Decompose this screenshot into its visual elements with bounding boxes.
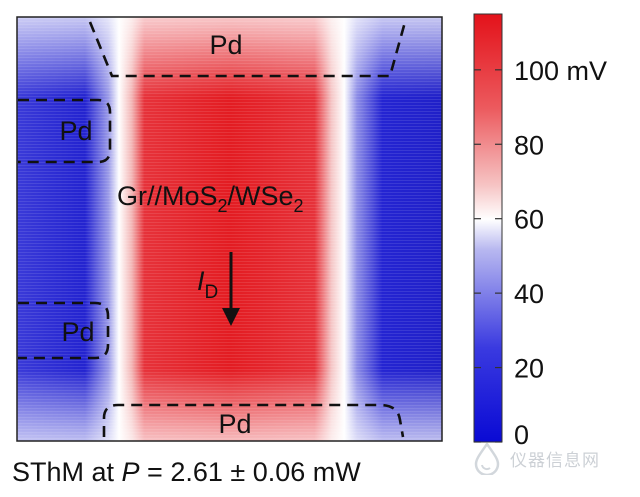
heatmap-scan-lines — [17, 17, 442, 441]
colorbar-tick-label-3: 40 — [514, 279, 544, 309]
heatmap-frame — [16, 16, 443, 442]
figure-caption: SThM at P = 2.61 ± 0.06 mW — [12, 452, 472, 492]
colorbar-gradient — [473, 13, 503, 443]
caption-prefix: SThM at — [12, 457, 122, 487]
outline-pd-top — [88, 21, 407, 78]
current-arrow-icon — [222, 252, 240, 326]
watermark: 仪器信息网 — [470, 438, 630, 478]
label-pd-left-lower: Pd — [61, 317, 94, 347]
label-pd-left-upper: Pd — [59, 116, 92, 146]
label-stack-mid: /WSe — [228, 181, 294, 211]
label-pd-top: Pd — [209, 30, 242, 60]
colorbar-tick-label-0: 100 mV — [514, 56, 607, 86]
colorbar-ticks: 100 mV 80 60 40 20 0 — [474, 56, 607, 450]
label-stack-sub1: 2 — [218, 196, 228, 216]
colorbar-tick-label-2: 60 — [514, 205, 544, 235]
electrode-outlines — [18, 21, 407, 438]
outline-pd-bottom — [102, 403, 405, 438]
drop-logo-icon — [474, 441, 500, 475]
label-heterostructure: Gr//MoS2/WSe2 — [117, 181, 304, 216]
watermark-text: 仪器信息网 — [510, 450, 600, 471]
colorbar-tick-label-1: 80 — [514, 130, 544, 160]
heatmap — [17, 17, 442, 441]
label-stack-sub2: 2 — [294, 196, 304, 216]
colorbar: 100 mV 80 60 40 20 0 — [473, 13, 607, 450]
label-stack-gr: Gr//MoS — [117, 181, 218, 211]
outline-pd-left-lower — [18, 301, 110, 360]
label-current: ID — [197, 266, 218, 303]
label-current-symbol: I — [197, 266, 205, 296]
outline-pd-left-upper — [18, 98, 112, 164]
caption-value: = 2.61 ± 0.06 mW — [139, 457, 361, 487]
colorbar-tick-label-5: 0 — [514, 420, 529, 450]
caption-variable: P — [121, 457, 140, 487]
label-current-sub: D — [205, 282, 219, 303]
colorbar-tick-label-4: 20 — [514, 354, 544, 384]
label-pd-bottom: Pd — [218, 409, 251, 439]
